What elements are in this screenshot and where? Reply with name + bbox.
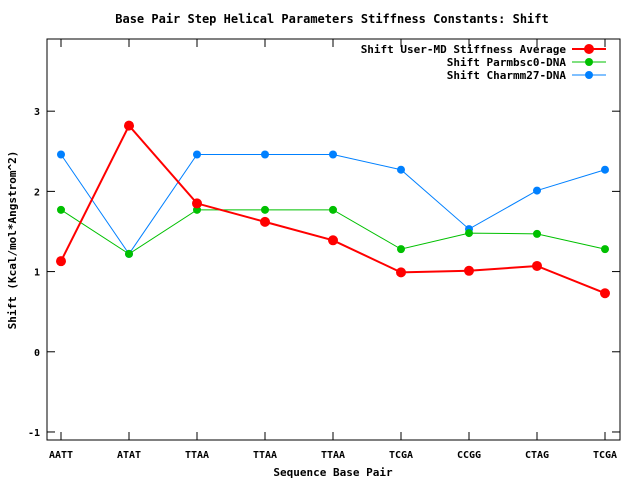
series-0 xyxy=(56,120,610,299)
series-layer xyxy=(56,120,610,299)
x-tick-label: TTAA xyxy=(185,450,209,461)
data-point xyxy=(329,205,337,214)
data-point xyxy=(532,260,542,271)
data-point xyxy=(261,205,269,214)
legend-marker xyxy=(585,58,593,66)
x-axis: AATT ATAT TTAA TTAA TTAA TCGA CCGG CTAG TCGA xyxy=(49,39,617,461)
legend-label: Shift User-MD Stiffness Average xyxy=(361,43,567,56)
y-tick-label: 2 xyxy=(34,187,40,198)
legend-marker xyxy=(585,71,593,79)
x-tick-label: TCGA xyxy=(389,450,413,461)
y-tick-label: 0 xyxy=(34,348,40,359)
data-point xyxy=(56,256,66,267)
data-point xyxy=(464,265,474,276)
data-point xyxy=(124,120,134,131)
x-tick-label: ATAT xyxy=(117,450,141,461)
data-point xyxy=(57,205,65,214)
data-point xyxy=(397,165,405,174)
legend-marker xyxy=(584,44,594,54)
data-point xyxy=(328,235,338,246)
x-axis-label: Sequence Base Pair xyxy=(273,466,393,479)
data-point xyxy=(125,249,133,258)
y-tick-label: 1 xyxy=(34,268,40,279)
data-point xyxy=(533,229,541,238)
y-tick-label: 3 xyxy=(34,107,40,118)
data-point xyxy=(260,216,270,227)
data-point xyxy=(601,245,609,254)
data-point xyxy=(397,245,405,254)
chart-title: Base Pair Step Helical Parameters Stiffn… xyxy=(115,12,548,26)
x-tick-label: TTAA xyxy=(321,450,345,461)
data-point xyxy=(192,198,202,209)
x-tick-label: CCGG xyxy=(457,450,481,461)
data-point xyxy=(601,165,609,174)
y-axis-label: Shift (Kcal/mol*Angstrom^2) xyxy=(6,151,19,330)
legend-label: Shift Charmm27-DNA xyxy=(447,69,567,82)
y-axis: -1 0 1 2 3 xyxy=(28,107,620,439)
x-tick-label: AATT xyxy=(49,450,73,461)
data-point xyxy=(193,150,201,159)
x-tick-label: TCGA xyxy=(593,450,617,461)
data-point xyxy=(465,229,473,238)
x-tick-label: CTAG xyxy=(525,450,549,461)
data-point xyxy=(396,267,406,278)
data-point xyxy=(533,186,541,195)
series-1 xyxy=(57,205,609,258)
data-point xyxy=(261,150,269,159)
y-tick-label: -1 xyxy=(28,428,40,439)
data-point xyxy=(600,288,610,299)
legend-label: Shift Parmbsc0-DNA xyxy=(447,56,567,69)
x-tick-label: TTAA xyxy=(253,450,277,461)
series-line xyxy=(60,209,606,255)
data-point xyxy=(57,150,65,159)
data-point xyxy=(329,150,337,159)
